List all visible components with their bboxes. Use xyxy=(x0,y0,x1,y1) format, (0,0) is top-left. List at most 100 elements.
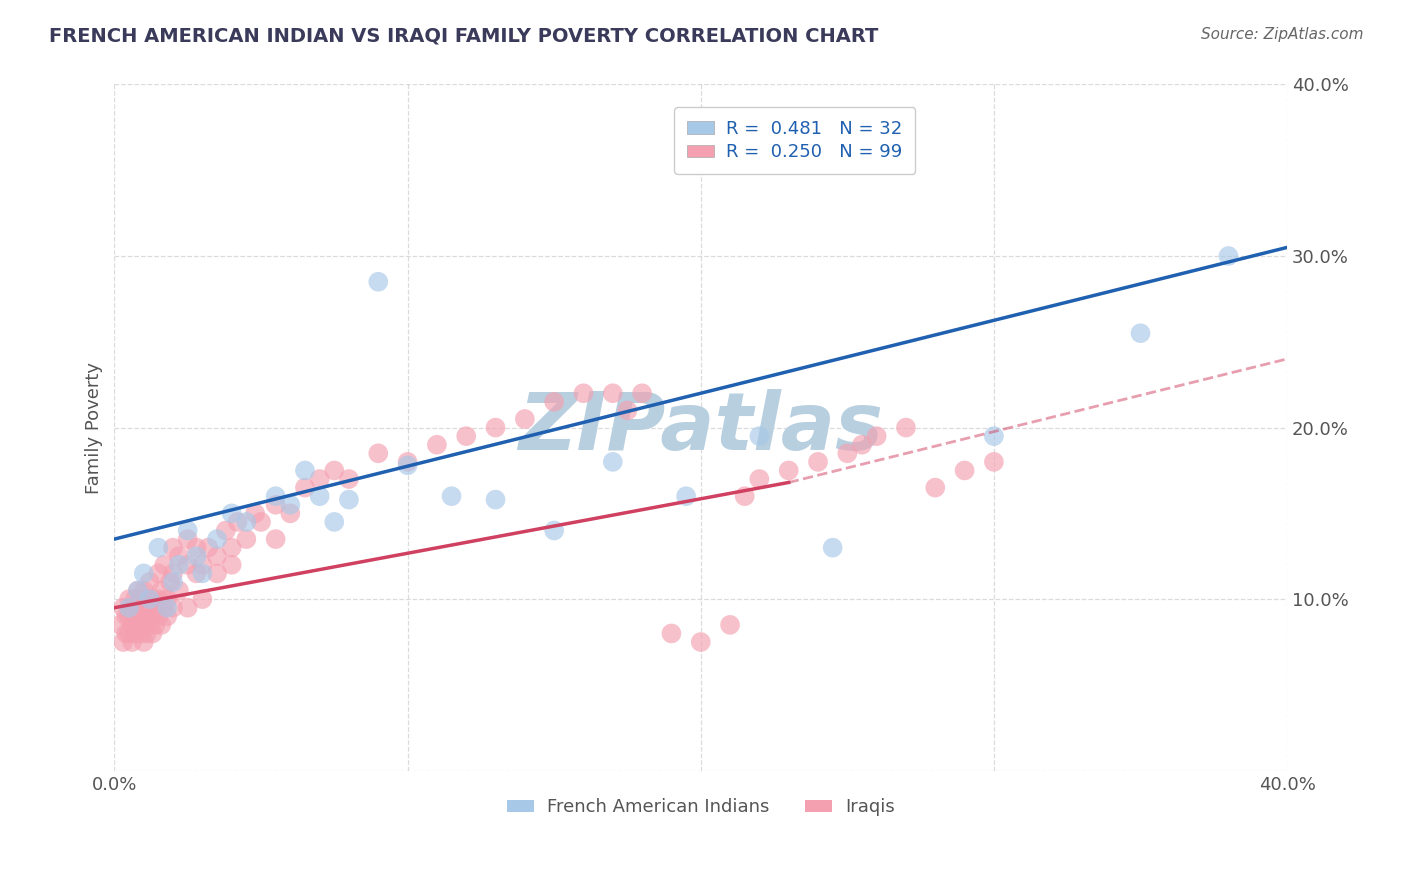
Legend: French American Indians, Iraqis: French American Indians, Iraqis xyxy=(499,791,901,823)
Point xyxy=(177,600,200,615)
Point xyxy=(205,549,228,564)
Text: ZIPatlas: ZIPatlas xyxy=(519,389,883,467)
Point xyxy=(141,592,163,607)
Point xyxy=(278,507,301,521)
Point xyxy=(294,481,316,495)
Point xyxy=(851,438,873,452)
Point xyxy=(983,429,1005,443)
Point xyxy=(837,446,859,460)
Point xyxy=(226,515,249,529)
Point xyxy=(734,489,756,503)
Point xyxy=(121,618,143,632)
Point xyxy=(513,412,536,426)
Point xyxy=(235,532,257,546)
Point xyxy=(264,489,287,503)
Point xyxy=(121,600,143,615)
Point xyxy=(396,455,419,469)
Point xyxy=(118,600,141,615)
Point xyxy=(129,609,152,624)
Point xyxy=(367,446,389,460)
Point xyxy=(484,492,506,507)
Point xyxy=(294,463,316,477)
Point xyxy=(153,600,176,615)
Point xyxy=(778,463,800,477)
Point xyxy=(616,403,638,417)
Point xyxy=(191,566,214,581)
Point xyxy=(718,618,741,632)
Point xyxy=(191,592,214,607)
Point xyxy=(110,618,132,632)
Point xyxy=(167,549,190,564)
Point xyxy=(602,386,624,401)
Point xyxy=(484,420,506,434)
Point xyxy=(138,592,160,607)
Point xyxy=(141,609,163,624)
Point xyxy=(150,583,173,598)
Point xyxy=(145,600,167,615)
Point xyxy=(308,472,330,486)
Point xyxy=(177,532,200,546)
Point xyxy=(156,592,179,607)
Point xyxy=(148,592,170,607)
Point xyxy=(162,541,184,555)
Point xyxy=(132,566,155,581)
Point xyxy=(148,566,170,581)
Point xyxy=(197,541,219,555)
Point xyxy=(138,600,160,615)
Point xyxy=(748,472,770,486)
Point xyxy=(953,463,976,477)
Point xyxy=(221,507,243,521)
Point xyxy=(235,515,257,529)
Point xyxy=(132,583,155,598)
Point xyxy=(440,489,463,503)
Point xyxy=(205,532,228,546)
Point xyxy=(138,618,160,632)
Point xyxy=(456,429,478,443)
Point xyxy=(127,583,149,598)
Point xyxy=(675,489,697,503)
Point xyxy=(112,635,135,649)
Point xyxy=(129,626,152,640)
Point xyxy=(156,600,179,615)
Point xyxy=(162,600,184,615)
Point xyxy=(127,583,149,598)
Point xyxy=(323,463,346,477)
Point xyxy=(221,541,243,555)
Point xyxy=(162,574,184,589)
Point xyxy=(243,507,266,521)
Point xyxy=(543,524,565,538)
Point xyxy=(129,592,152,607)
Point xyxy=(115,626,138,640)
Point xyxy=(186,541,208,555)
Point xyxy=(191,558,214,572)
Point xyxy=(205,566,228,581)
Point xyxy=(127,618,149,632)
Point xyxy=(543,394,565,409)
Point xyxy=(135,609,157,624)
Point xyxy=(337,492,360,507)
Point xyxy=(135,626,157,640)
Point xyxy=(924,481,946,495)
Text: FRENCH AMERICAN INDIAN VS IRAQI FAMILY POVERTY CORRELATION CHART: FRENCH AMERICAN INDIAN VS IRAQI FAMILY P… xyxy=(49,27,879,45)
Point xyxy=(264,532,287,546)
Point xyxy=(132,618,155,632)
Point xyxy=(572,386,595,401)
Point xyxy=(167,558,190,572)
Point xyxy=(115,609,138,624)
Point xyxy=(132,635,155,649)
Point xyxy=(807,455,830,469)
Point xyxy=(367,275,389,289)
Point xyxy=(215,524,238,538)
Point xyxy=(118,609,141,624)
Point xyxy=(894,420,917,434)
Point xyxy=(118,626,141,640)
Point xyxy=(426,438,449,452)
Point xyxy=(661,626,683,640)
Point xyxy=(689,635,711,649)
Point xyxy=(748,429,770,443)
Point xyxy=(602,455,624,469)
Point xyxy=(866,429,889,443)
Point xyxy=(1129,326,1152,341)
Point xyxy=(264,498,287,512)
Point xyxy=(631,386,654,401)
